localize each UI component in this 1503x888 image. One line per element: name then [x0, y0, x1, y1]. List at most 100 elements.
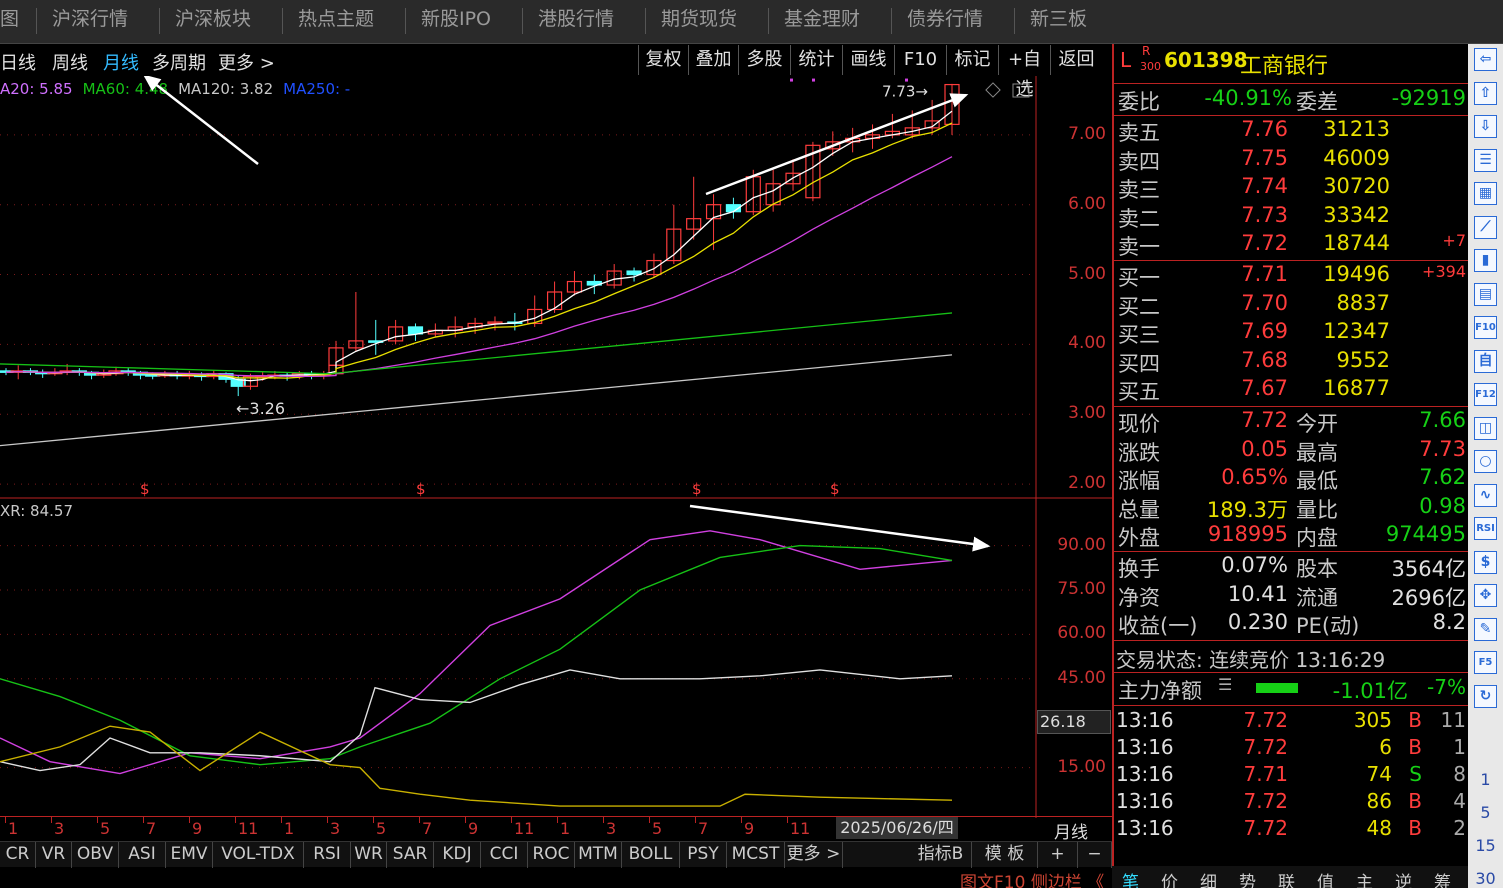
period-0[interactable]: 日线: [0, 53, 36, 74]
quote-tab[interactable]: 主: [1356, 873, 1373, 888]
nav-item[interactable]: 新三板: [1030, 8, 1088, 30]
circle-icon[interactable]: ○: [1474, 450, 1497, 473]
nav-item[interactable]: 沪深行情: [52, 8, 129, 30]
quote-tab[interactable]: 逆: [1395, 873, 1412, 888]
indicator-tab[interactable]: SAR: [387, 842, 434, 868]
grid-icon[interactable]: ▦: [1474, 182, 1497, 205]
down-arrow-icon[interactable]: ⇩: [1474, 115, 1497, 138]
indicator-tab[interactable]: PSY: [680, 842, 727, 868]
pen-icon[interactable]: ✎: [1474, 617, 1497, 641]
quote-tab[interactable]: 笔: [1122, 873, 1139, 888]
sell-level[interactable]: 卖五 7.76 31213: [1114, 117, 1470, 145]
period-4[interactable]: 更多 >: [218, 53, 275, 74]
bottom-status[interactable]: 图文F10 侧边栏 《: [960, 873, 1105, 888]
tick-count: 11: [1440, 708, 1466, 732]
chart-button[interactable]: 多股: [738, 45, 790, 75]
list-icon[interactable]: ☰: [1474, 148, 1497, 172]
quote-tab[interactable]: 值: [1317, 873, 1334, 888]
buy-level[interactable]: 买二 7.70 8837: [1114, 291, 1470, 319]
quote-label: 现价: [1118, 412, 1160, 436]
f5-icon[interactable]: F5: [1474, 651, 1497, 674]
main-flow-row[interactable]: 主力净额 ☰ -1.01亿 -7%: [1114, 675, 1470, 703]
nav-item[interactable]: 港股行情: [538, 8, 615, 30]
money-icon[interactable]: $: [1474, 550, 1497, 574]
nav-item[interactable]: 热点主题: [298, 8, 375, 30]
quote-row: 现价 7.72 今开 7.66: [1114, 408, 1470, 436]
indicator-tab[interactable]: KDJ: [434, 842, 481, 868]
self-icon[interactable]: 自: [1474, 349, 1497, 373]
period-shortcut[interactable]: 30: [1475, 869, 1496, 888]
indicator-control[interactable]: 模 板: [972, 842, 1038, 868]
x-tick: [557, 817, 558, 823]
move-icon[interactable]: ✥: [1474, 584, 1497, 607]
nav-item[interactable]: 期货现货: [661, 8, 738, 30]
chart-button[interactable]: 返回: [1050, 45, 1102, 75]
indicator-tab[interactable]: MCST: [727, 842, 785, 868]
doc-icon[interactable]: ▤: [1474, 282, 1497, 306]
sell-level[interactable]: 卖四 7.75 46009: [1114, 146, 1470, 174]
stock-header: L R 300 601398 工商银行: [1114, 44, 1470, 79]
buy-level[interactable]: 买一 7.71 19496 +394: [1114, 262, 1470, 290]
period-shortcut[interactable]: 1: [1480, 770, 1491, 789]
refresh-icon[interactable]: ↻: [1474, 684, 1497, 708]
indicator-control[interactable]: −: [1078, 842, 1112, 868]
indicator-tab[interactable]: CCI: [481, 842, 528, 868]
chart-button[interactable]: +自选: [998, 45, 1050, 100]
sell-level[interactable]: 卖二 7.73 33342: [1114, 203, 1470, 231]
indicator-tab[interactable]: OBV: [72, 842, 119, 868]
period-1[interactable]: 周线: [52, 53, 88, 74]
indicator-control[interactable]: 指标B: [910, 842, 972, 868]
tick-volume: 305: [1353, 708, 1392, 732]
weicha-value: -92919: [1391, 86, 1466, 110]
news-icon[interactable]: ◫: [1474, 416, 1497, 440]
quote-tab[interactable]: 筹: [1434, 873, 1451, 888]
indicator-tab[interactable]: EMV: [166, 842, 213, 868]
nav-item[interactable]: 新股IPO: [421, 8, 492, 30]
line-chart-icon[interactable]: ⟋: [1474, 215, 1497, 239]
chart-button[interactable]: 标记: [946, 45, 998, 75]
ma-legend-item: MA120: 3.82: [178, 80, 274, 98]
chart-button[interactable]: 叠加: [688, 45, 738, 75]
chart-button[interactable]: 复权: [638, 45, 688, 75]
chart-button[interactable]: F10: [894, 45, 946, 75]
indicator-tab[interactable]: ASI: [119, 842, 166, 868]
up-arrow-icon[interactable]: ⇧: [1474, 81, 1497, 105]
indicator-tab[interactable]: CR: [0, 842, 36, 868]
quote-tab[interactable]: 细: [1200, 873, 1217, 888]
chart-button[interactable]: 画线: [842, 45, 894, 75]
indicator-tab[interactable]: VR: [36, 842, 72, 868]
period-3[interactable]: 多周期: [152, 53, 206, 74]
buy-level[interactable]: 买三 7.69 12347: [1114, 319, 1470, 347]
quote-tab[interactable]: 价: [1161, 873, 1178, 888]
quote-tab[interactable]: 联: [1278, 873, 1295, 888]
back-arrow-icon[interactable]: ⇦: [1474, 48, 1497, 71]
nav-item[interactable]: 债券行情: [907, 8, 984, 30]
rsi-icon[interactable]: RSI: [1474, 517, 1497, 540]
indicator-tab[interactable]: VOL-TDX: [213, 842, 304, 868]
nav-item[interactable]: 图: [0, 8, 20, 30]
period-shortcut[interactable]: 15: [1475, 836, 1496, 855]
chart-button[interactable]: 统计: [790, 45, 842, 75]
f12-icon[interactable]: F12: [1474, 383, 1497, 406]
sell-level[interactable]: 卖三 7.74 30720: [1114, 174, 1470, 202]
wave-icon[interactable]: ∿: [1474, 483, 1497, 507]
indicator-tab[interactable]: WR: [351, 842, 387, 868]
kline-icon[interactable]: ▮: [1474, 249, 1497, 272]
indicator-tab[interactable]: BOLL: [622, 842, 680, 868]
buy-level[interactable]: 买四 7.68 9552: [1114, 348, 1470, 376]
tick-price: 7.72: [1243, 735, 1288, 759]
period-shortcut[interactable]: 5: [1480, 803, 1491, 822]
indicator-tab[interactable]: MTM: [575, 842, 622, 868]
nav-item[interactable]: 沪深板块: [175, 8, 252, 30]
indicator-tab[interactable]: 更多 >: [785, 842, 843, 868]
indicator-tab[interactable]: ROC: [528, 842, 575, 868]
nav-item[interactable]: 基金理财: [784, 8, 861, 30]
period-2[interactable]: 月线: [103, 53, 139, 74]
buy-level[interactable]: 买五 7.67 16877: [1114, 376, 1470, 404]
quote-tab[interactable]: 势: [1239, 873, 1256, 888]
f10-icon[interactable]: F10: [1474, 316, 1497, 339]
indicator-control[interactable]: +: [1038, 842, 1078, 868]
kline-chart[interactable]: ←3.26 7.73→ $ $ $ $: [0, 76, 1112, 818]
indicator-tab[interactable]: RSI: [304, 842, 351, 868]
sell-level[interactable]: 卖一 7.72 18744 +7: [1114, 231, 1470, 259]
